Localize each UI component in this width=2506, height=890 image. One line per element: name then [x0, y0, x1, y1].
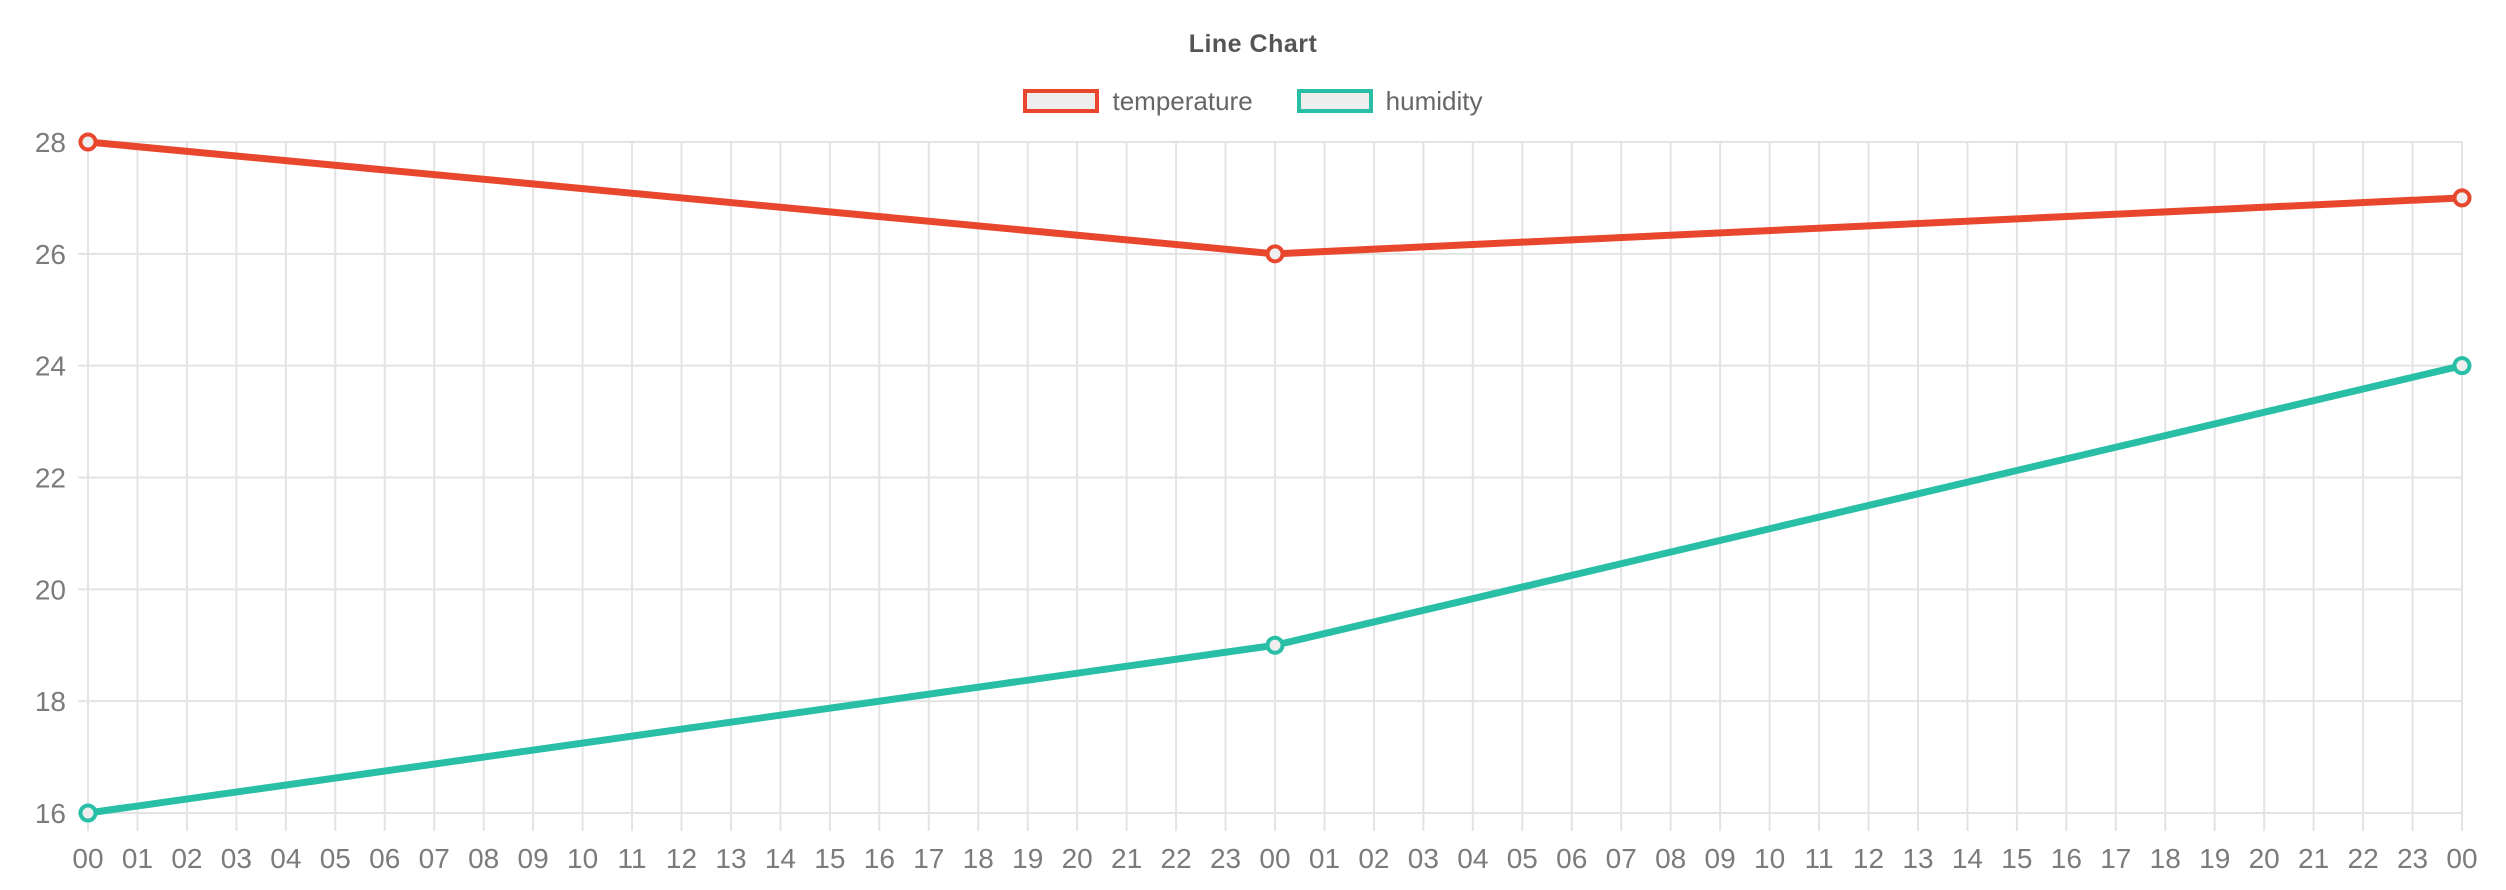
x-tick-label: 02 — [1358, 843, 1389, 874]
x-tick-label: 03 — [221, 843, 252, 874]
x-tick-label: 21 — [1111, 843, 1142, 874]
x-tick-label: 06 — [369, 843, 400, 874]
temperature-point — [78, 132, 98, 152]
legend-swatch-humidity-icon — [1296, 89, 1373, 113]
x-tick-label: 06 — [1556, 843, 1587, 874]
x-tick-label: 00 — [1259, 843, 1290, 874]
x-tick-label: 09 — [1705, 843, 1736, 874]
x-tick-label: 17 — [2100, 843, 2131, 874]
humidity-point — [1265, 635, 1285, 655]
chart-title: Line Chart — [1188, 30, 1318, 58]
x-tick-label: 18 — [2150, 843, 2181, 874]
legend-item-humidity[interactable]: humidity — [1296, 86, 1483, 116]
y-tick-label: 16 — [35, 798, 66, 829]
x-tick-label: 00 — [2446, 843, 2477, 874]
legend-item-temperature[interactable]: temperature — [1023, 86, 1253, 116]
x-tick-label: 19 — [2199, 843, 2230, 874]
x-tick-label: 23 — [2397, 843, 2428, 874]
x-tick-label: 17 — [913, 843, 944, 874]
x-tick-label: 11 — [618, 843, 647, 874]
x-tick-label: 15 — [2001, 843, 2032, 874]
x-tick-label: 20 — [1062, 843, 1093, 874]
x-tick-label: 01 — [1309, 843, 1340, 874]
x-tick-label: 02 — [171, 843, 202, 874]
temperature-point — [1265, 244, 1285, 264]
x-tick-label: 13 — [715, 843, 746, 874]
y-tick-label: 18 — [35, 686, 66, 717]
x-tick-label: 12 — [1853, 843, 1884, 874]
x-tick-label: 21 — [2298, 843, 2329, 874]
x-tick-label: 11 — [1805, 843, 1834, 874]
x-tick-label: 10 — [567, 843, 598, 874]
x-tick-label: 07 — [1606, 843, 1637, 874]
x-tick-label: 22 — [2348, 843, 2379, 874]
legend-label-temperature: temperature — [1112, 86, 1253, 116]
x-tick-label: 13 — [1902, 843, 1933, 874]
y-tick-label: 26 — [35, 239, 66, 270]
humidity-point — [78, 803, 98, 823]
x-tick-label: 05 — [1507, 843, 1538, 874]
chart-legend: temperature humidity — [0, 88, 2506, 114]
x-tick-label: 15 — [814, 843, 845, 874]
y-tick-label: 28 — [35, 127, 66, 158]
x-tick-label: 12 — [666, 843, 697, 874]
x-tick-label: 23 — [1210, 843, 1241, 874]
x-tick-label: 19 — [1012, 843, 1043, 874]
x-tick-label: 04 — [1457, 843, 1488, 874]
humidity-point — [2452, 356, 2472, 376]
x-tick-label: 00 — [72, 843, 103, 874]
legend-swatch-temperature-icon — [1023, 89, 1100, 113]
x-tick-label: 10 — [1754, 843, 1785, 874]
x-tick-label: 09 — [518, 843, 549, 874]
temperature-point — [2452, 188, 2472, 208]
x-tick-label: 22 — [1161, 843, 1192, 874]
x-tick-label: 08 — [1655, 843, 1686, 874]
x-tick-label: 03 — [1408, 843, 1439, 874]
x-tick-label: 01 — [122, 843, 153, 874]
y-tick-label: 24 — [35, 351, 66, 382]
x-tick-label: 04 — [270, 843, 301, 874]
x-tick-label: 07 — [419, 843, 450, 874]
y-tick-label: 22 — [35, 463, 66, 494]
x-tick-label: 16 — [864, 843, 895, 874]
x-tick-label: 18 — [963, 843, 994, 874]
x-tick-label: 14 — [1952, 843, 1983, 874]
y-tick-label: 20 — [35, 574, 66, 605]
x-tick-label: 16 — [2051, 843, 2082, 874]
x-tick-label: 14 — [765, 843, 796, 874]
x-tick-label: 20 — [2249, 843, 2280, 874]
x-tick-label: 08 — [468, 843, 499, 874]
x-tick-label: 05 — [320, 843, 351, 874]
legend-label-humidity: humidity — [1385, 86, 1483, 116]
